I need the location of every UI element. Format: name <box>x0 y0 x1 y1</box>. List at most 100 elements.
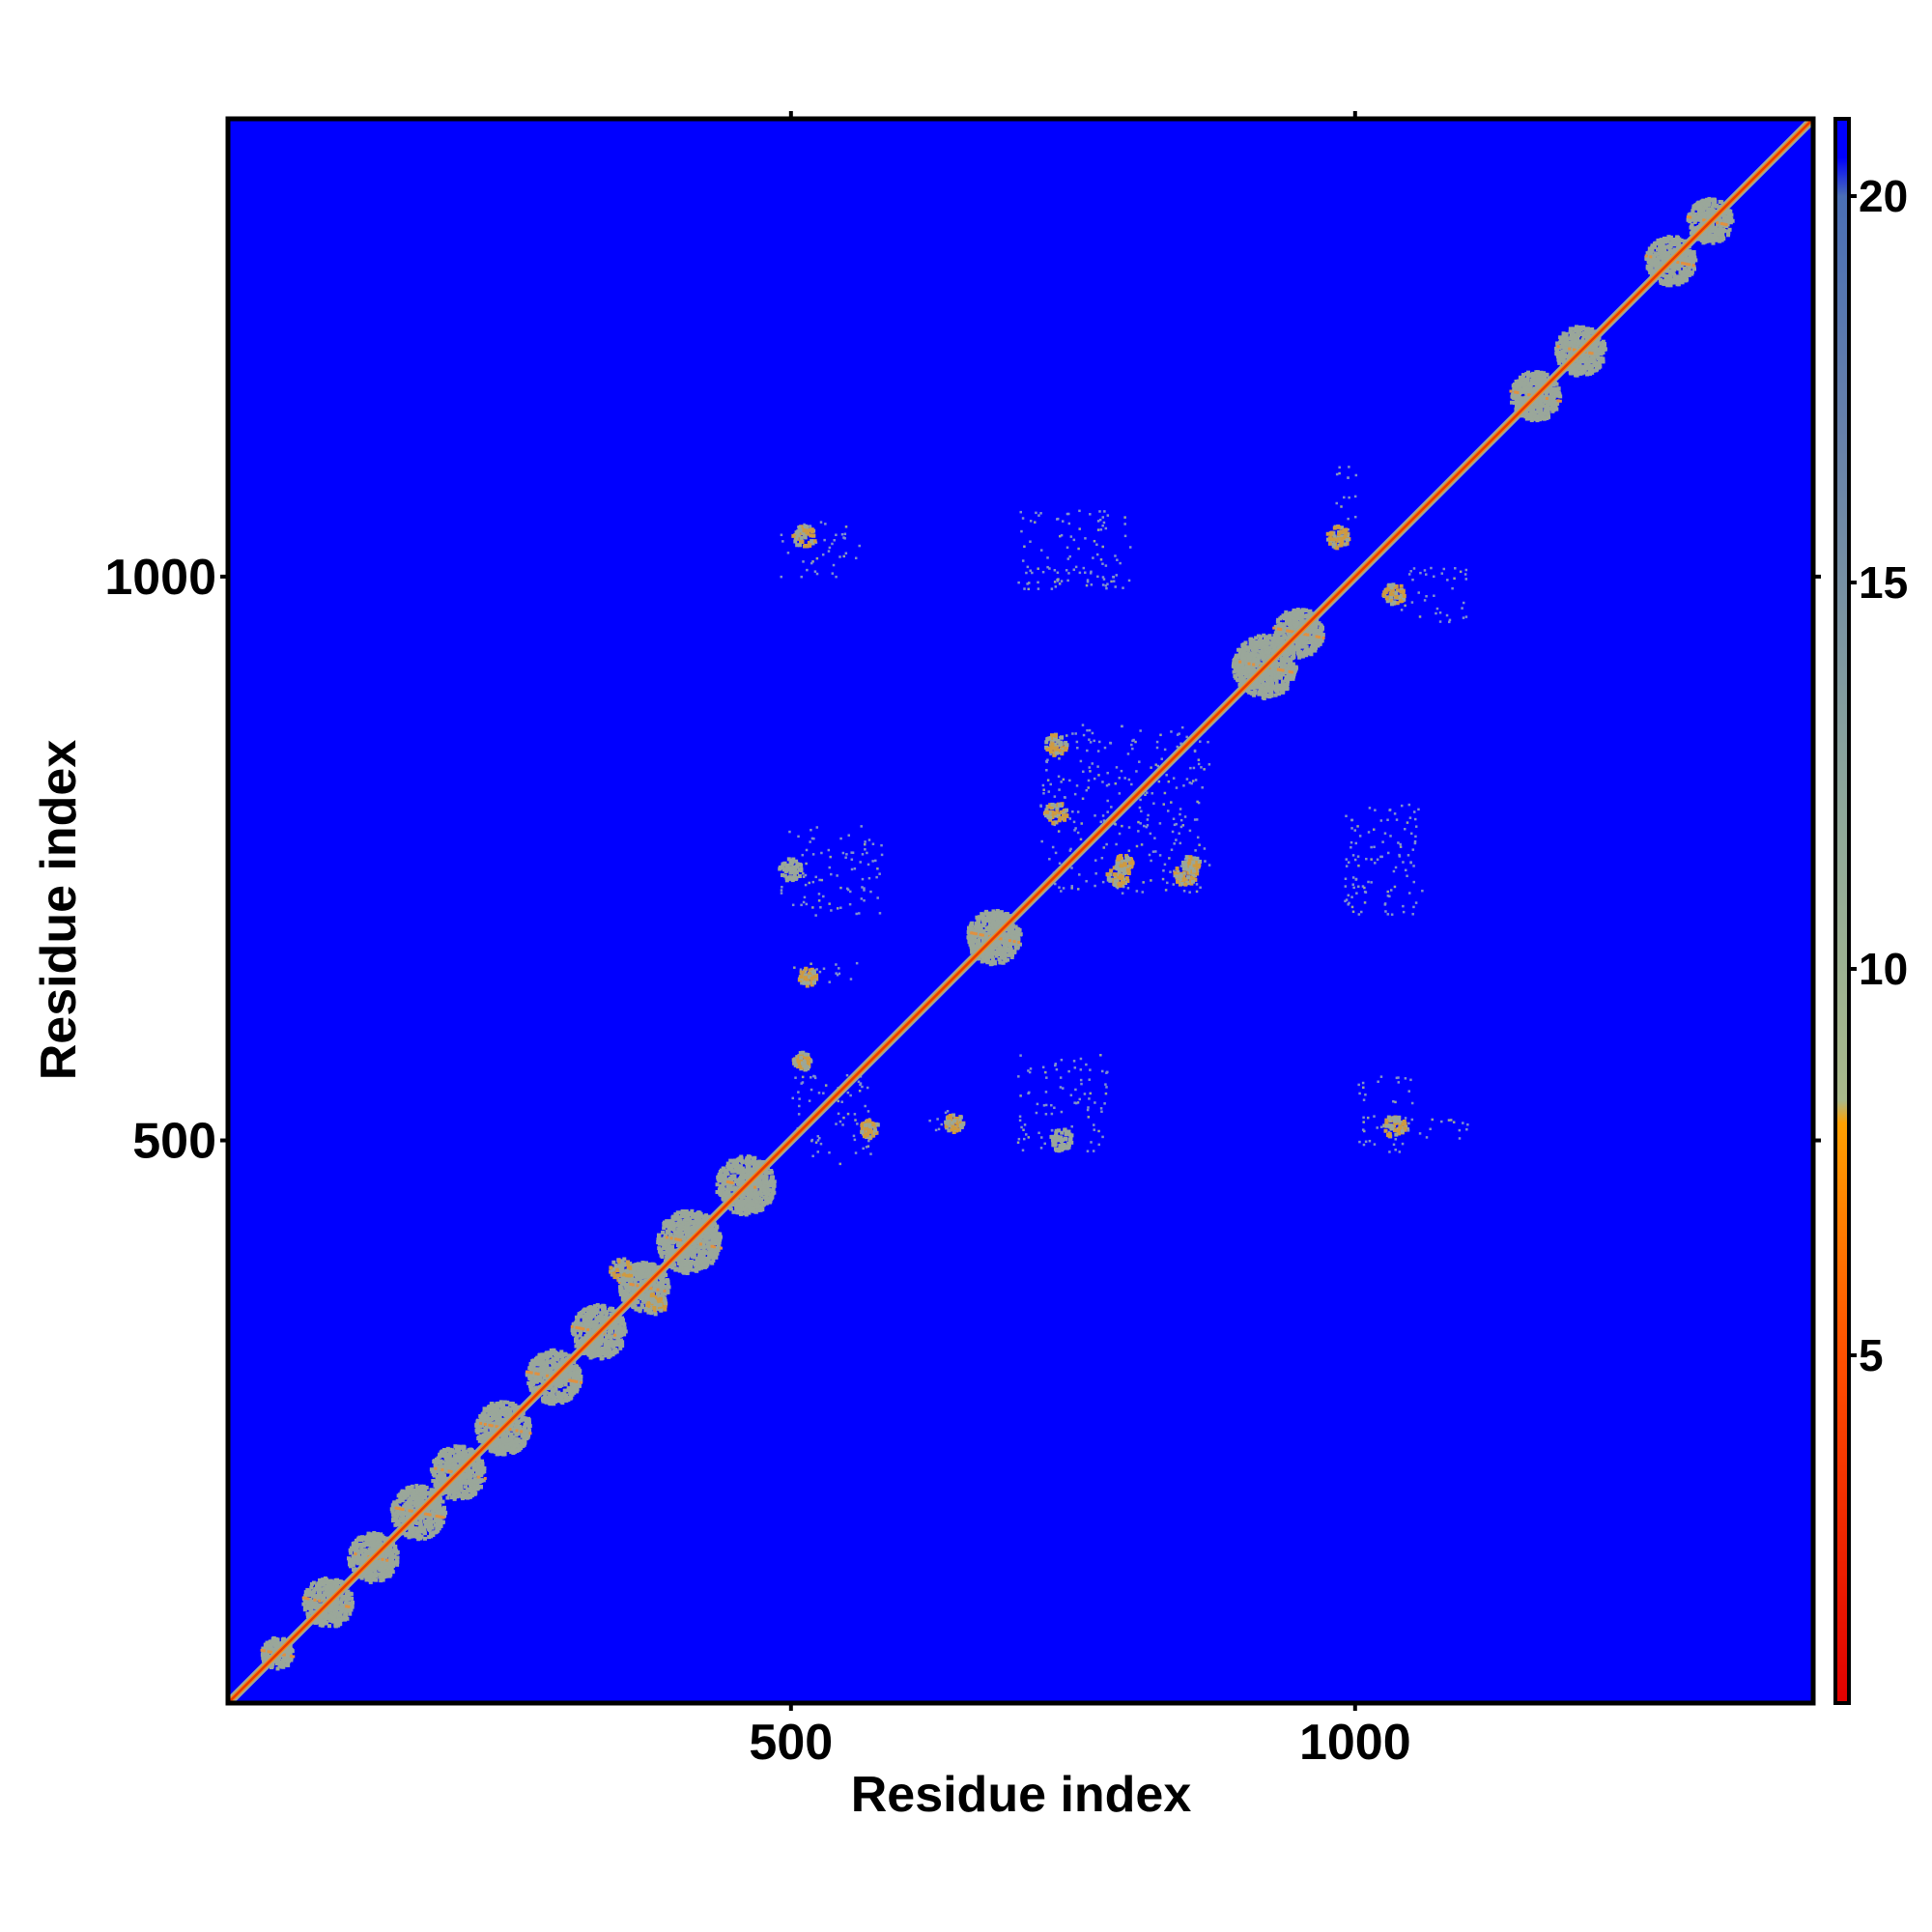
domain-cell <box>529 1371 533 1375</box>
sparse-contact-cell <box>1188 781 1192 784</box>
sparse-contact-cell <box>1098 510 1101 513</box>
domain-cell <box>603 1315 608 1320</box>
domain-cell <box>320 1587 325 1592</box>
domain-cell <box>493 1406 497 1410</box>
sparse-contact-cell <box>1041 783 1045 787</box>
sparse-contact-cell <box>1074 1101 1078 1105</box>
diagonal-domain <box>429 1444 487 1501</box>
sparse-contact-cell <box>1035 511 1037 515</box>
sparse-contact-cell <box>1386 895 1390 897</box>
domain-cell <box>481 1478 486 1483</box>
sparse-contact-cell <box>1073 792 1077 796</box>
domain-cell <box>408 1501 412 1506</box>
domain-cell <box>360 1535 365 1540</box>
domain-cell <box>572 1329 577 1334</box>
sparse-contact-cell <box>1089 1068 1092 1071</box>
sparse-contact-cell <box>1363 886 1366 890</box>
domain-cell <box>555 1390 560 1395</box>
sparse-contact-cell <box>934 1128 938 1132</box>
domain-cell <box>511 1435 516 1439</box>
domain-cell <box>591 1320 596 1324</box>
sparse-contact-cell <box>1404 828 1406 831</box>
sparse-contact-cell <box>1088 766 1092 769</box>
sparse-contact-cell <box>810 962 812 966</box>
domain-cell <box>285 1655 290 1660</box>
sparse-contact-cell <box>1164 889 1168 892</box>
domain-cell <box>289 1656 294 1661</box>
sparse-contact-cell <box>1407 892 1411 895</box>
domain-cell <box>431 1469 436 1474</box>
domain-cell <box>526 1370 529 1374</box>
sparse-contact-cell <box>828 902 831 905</box>
domain-cell <box>665 1278 669 1283</box>
sparse-contact-cell <box>878 872 881 875</box>
sparse-contact-cell <box>1021 517 1025 520</box>
sparse-contact-cell <box>1152 802 1155 805</box>
domain-cell <box>500 1403 505 1407</box>
domain-cell <box>433 1463 438 1467</box>
domain-cell <box>323 1591 327 1596</box>
domain-cell <box>423 1495 428 1500</box>
sparse-contact-cell <box>1353 515 1357 519</box>
domain-cell <box>495 1422 499 1427</box>
sparse-contact-cell <box>1361 885 1365 888</box>
domain-cell <box>394 1517 399 1521</box>
domain-cell <box>481 1411 486 1416</box>
domain-cell <box>394 1506 398 1510</box>
domain-cell <box>500 1435 505 1439</box>
domain-cell <box>437 1474 441 1479</box>
domain-cell <box>427 1522 432 1527</box>
domain-cell <box>574 1388 579 1393</box>
domain-cell <box>559 1358 564 1363</box>
sparse-contact-cell <box>1112 580 1116 582</box>
sparse-contact-cell <box>1059 534 1062 538</box>
sparse-contact-cell <box>1412 865 1415 867</box>
sparse-contact-cell <box>1170 848 1174 851</box>
sparse-contact-cell <box>846 1112 850 1116</box>
sparse-contact-cell <box>1105 842 1108 846</box>
domain-cell <box>353 1541 357 1546</box>
sparse-contact-cell <box>839 837 842 840</box>
domain-cell <box>389 1551 394 1556</box>
sparse-contact-cell <box>1180 725 1184 729</box>
domain-cell <box>344 1606 349 1611</box>
domain-cell <box>524 1419 528 1424</box>
sparse-contact-cell <box>1425 594 1428 598</box>
sparse-contact-cell <box>1018 1115 1022 1118</box>
domain-cell <box>490 1405 495 1409</box>
domain-cell <box>615 1334 620 1339</box>
sparse-contact-cell <box>849 1094 852 1097</box>
sparse-contact-cell <box>1095 543 1098 547</box>
domain-cell <box>442 1451 447 1456</box>
sparse-contact-cell <box>1089 1092 1093 1095</box>
sparse-contact-cell <box>1368 807 1372 810</box>
domain-cell <box>288 1651 293 1656</box>
sparse-contact-cell <box>1394 866 1398 869</box>
domain-cell <box>618 1344 623 1349</box>
domain-cell <box>430 1520 435 1524</box>
domain-cell <box>332 1580 337 1585</box>
sparse-contact-cell <box>936 1118 939 1121</box>
sparse-contact-cell <box>1043 1142 1046 1146</box>
domain-cell <box>579 1310 583 1315</box>
domain-cell <box>572 1390 577 1395</box>
domain-cell <box>282 1655 287 1660</box>
domain-cell <box>615 1340 620 1345</box>
domain-cell <box>533 1369 538 1374</box>
domain-cell <box>503 1439 508 1444</box>
domain-cell <box>440 1509 445 1514</box>
sparse-contact-cell <box>812 837 815 840</box>
sparse-contact-cell <box>811 853 815 856</box>
sparse-contact-cell <box>1350 905 1354 909</box>
domain-cell <box>583 1321 588 1326</box>
sparse-contact-cell <box>1029 569 1032 573</box>
sparse-contact-cell <box>1019 1054 1022 1057</box>
domain-cell <box>417 1501 422 1506</box>
sparse-contact-cell <box>1079 1068 1083 1071</box>
domain-cell <box>550 1351 554 1356</box>
sparse-contact-cell <box>1154 763 1157 766</box>
sparse-contact-cell <box>1061 520 1065 523</box>
sparse-contact-cell <box>1110 806 1113 809</box>
domain-cell <box>281 1664 286 1669</box>
domain-cell <box>309 1592 314 1597</box>
